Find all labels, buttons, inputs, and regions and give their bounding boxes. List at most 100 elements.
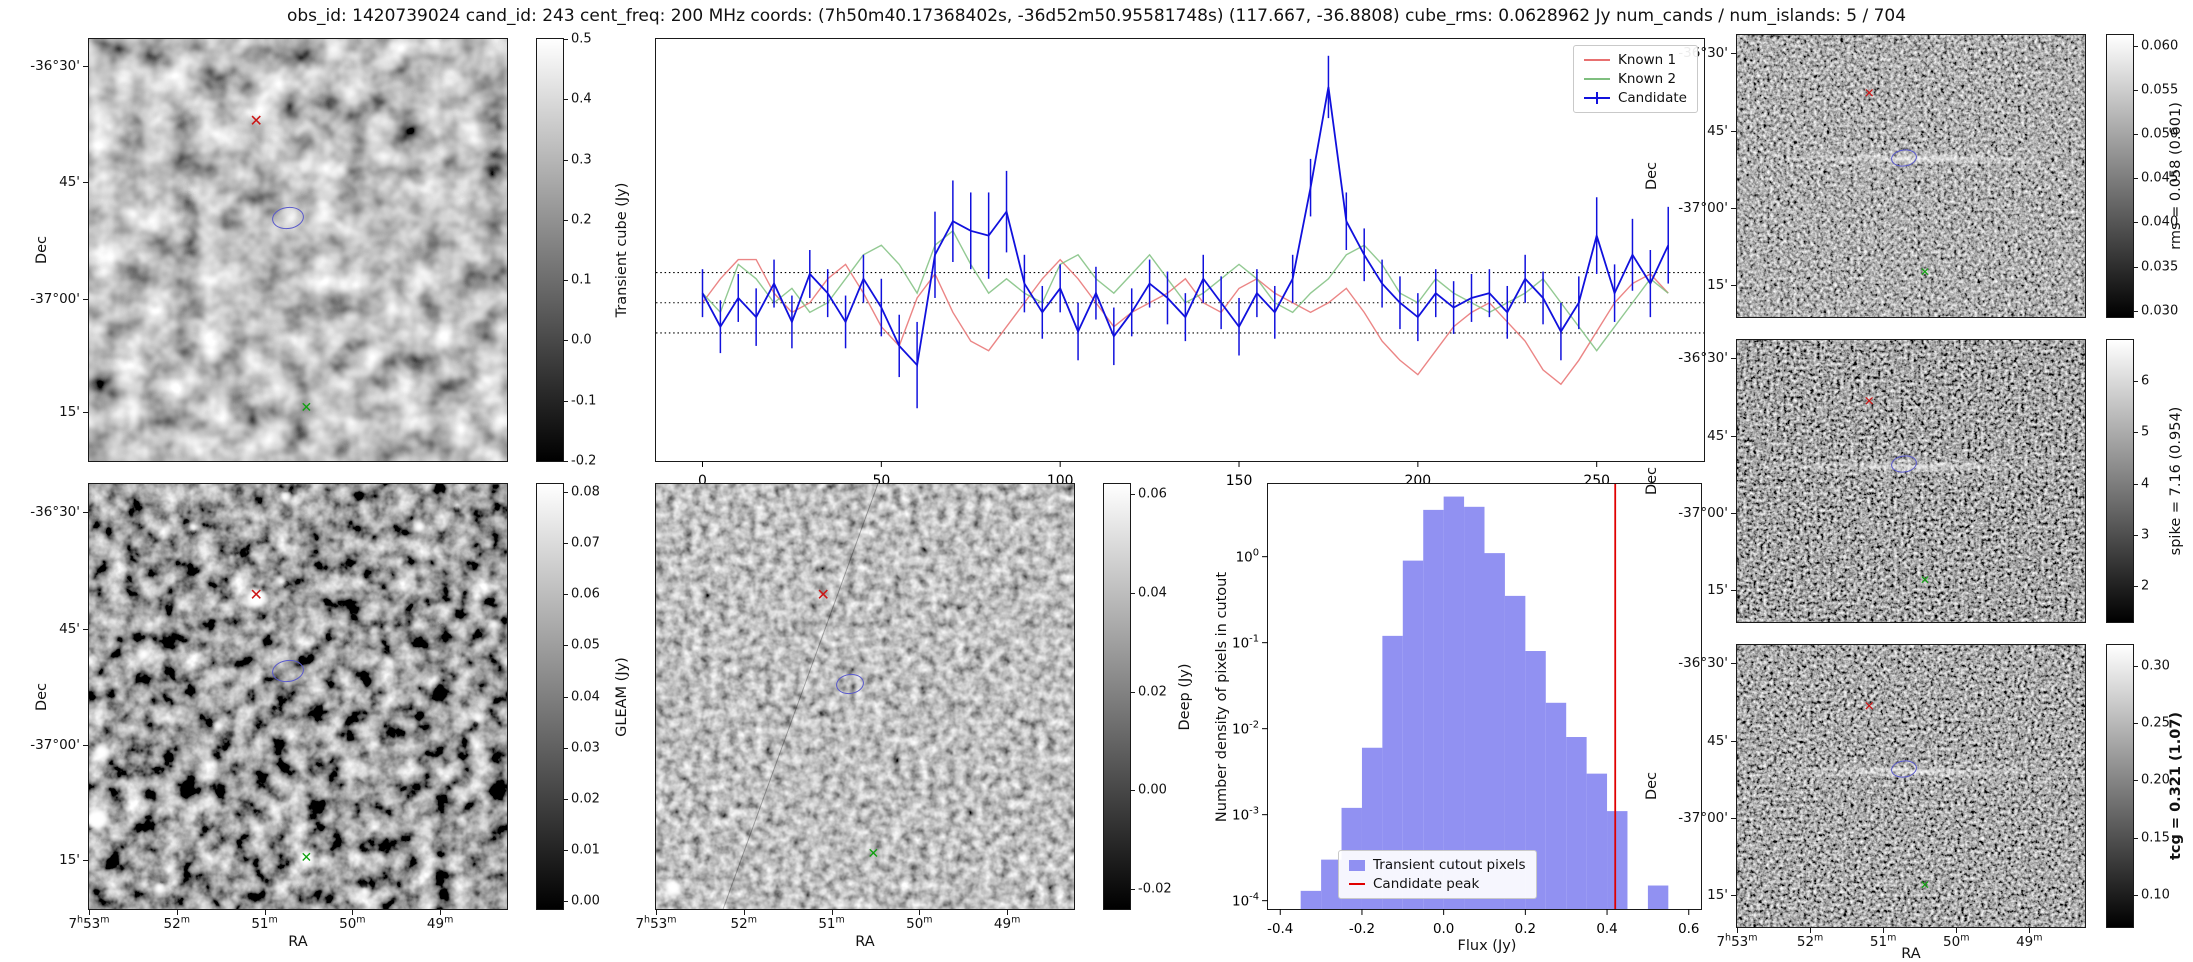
histogram-patch-sample — [1349, 859, 1365, 871]
green-x-marker: ✕ — [1919, 877, 1930, 892]
red-x-marker: ✕ — [249, 584, 263, 604]
histogram-svg: -0.4 -0.2 0.0 0.2 0.4 0.6 100 10-1 10-2 10-3 10-4 — [1232, 484, 1699, 937]
legend-label-known1: Known 1 — [1617, 52, 1677, 68]
dec-tick-mark — [1731, 358, 1737, 360]
dec-tick-label: -36°30' — [1678, 350, 1728, 367]
dec-tick-mark — [1731, 894, 1737, 896]
colorbar-tick-mark — [1130, 691, 1135, 693]
ra-tick-label: 50m — [339, 914, 366, 932]
ra-tick-mark — [89, 909, 90, 915]
dec-tick-mark — [1731, 513, 1737, 515]
dec-axis-label: Dec — [1644, 466, 1660, 496]
y-tick-label: 100 — [1236, 548, 1259, 566]
legend-entry-transient-pixels: Transient cutout pixels — [1349, 857, 1526, 873]
dec-axis-label: Dec — [34, 682, 50, 712]
colorbar-tick-mark — [1130, 790, 1135, 792]
dec-axis-label: Dec — [34, 235, 50, 265]
ra-tick-mark — [743, 909, 745, 915]
dec-tick-label: 15' — [59, 404, 80, 421]
gleam-colorbar-label: GLEAM (Jy) — [614, 657, 630, 737]
colorbar-tick-label: 0.06 — [571, 586, 600, 602]
dec-tick-label: 15' — [1707, 581, 1728, 598]
ra-tick-label: 52m — [730, 914, 757, 932]
colorbar-tick-label: 5 — [2141, 424, 2150, 440]
colorbar-tick-label: 0.01 — [571, 842, 600, 858]
colorbar-tick-label: 0.00 — [571, 893, 600, 909]
dec-tick-label: 15' — [1707, 276, 1728, 293]
spike-cutout: -36°30' 45' -37°00' 15' ✕ ✕ — [1678, 339, 2086, 623]
green-x-marker: ✕ — [1919, 572, 1930, 587]
colorbar-tick-label: 0.30 — [2141, 658, 2170, 674]
colorbar-tick-mark — [563, 850, 568, 852]
colorbar-tick-mark — [563, 219, 568, 221]
colorbar-tick-label: -0.02 — [1138, 881, 1172, 897]
red-x-marker: ✕ — [1863, 86, 1875, 102]
colorbar-tick-mark — [1130, 493, 1135, 495]
y-tick-label: 10-3 — [1232, 806, 1259, 824]
y-tick-label: 10-4 — [1232, 892, 1259, 910]
colorbar-tick-label: 0.02 — [571, 791, 600, 807]
colorbar-tick-mark — [2133, 894, 2138, 896]
deep-noise-image — [656, 484, 1074, 909]
colorbar-tick-mark — [563, 594, 568, 596]
dec-tick-label: -37°00' — [30, 290, 80, 307]
x-tick-label: 0.4 — [1596, 922, 1617, 937]
dec-tick-mark — [1731, 130, 1737, 132]
x-tick-label: 0.6 — [1678, 922, 1699, 937]
colorbar-tick-label: 4 — [2141, 476, 2150, 492]
colorbar-tick-label: 0.25 — [2141, 715, 2170, 731]
x-tick-label: 0 — [698, 473, 707, 489]
dec-tick-label: -37°00' — [30, 737, 80, 754]
dec-tick-label: 15' — [1707, 886, 1728, 903]
legend-label-known2: Known 2 — [1617, 71, 1677, 87]
dec-tick-label: -37°00' — [1678, 200, 1728, 217]
spike-colorbar-label: spike = 7.16 (0.954) — [2168, 406, 2184, 556]
colorbar-tick-mark — [563, 461, 568, 462]
dec-tick-label: 45' — [1707, 732, 1728, 749]
legend-label-candidate: Candidate — [1617, 90, 1687, 106]
tcg-colorbar: 0.30 0.25 0.20 0.15 0.10 — [2106, 644, 2170, 928]
ra-tick-mark — [1810, 927, 1812, 933]
dec-tick-label: 45' — [59, 174, 80, 191]
dec-tick-mark — [1731, 53, 1737, 55]
colorbar-tick-label: 0.050 — [2141, 126, 2179, 142]
colorbar-tick-mark — [1130, 889, 1135, 891]
ra-tick-mark — [264, 909, 266, 915]
legend-entry-known1: Known 1 — [1583, 52, 1687, 68]
colorbar-tick-mark — [2133, 310, 2138, 312]
lightcurve-panel: 0 50 100 150 200 250 Known 1 Known 2 Candidat… — [655, 38, 1705, 489]
candidate-peak-line-sample — [1349, 883, 1365, 885]
dec-tick-mark — [1731, 435, 1737, 437]
dec-tick-label: -37°00' — [1678, 505, 1728, 522]
colorbar-tick-mark — [563, 696, 568, 698]
dec-tick-mark — [83, 182, 89, 184]
candidate-line-sample — [1583, 92, 1610, 104]
deep-cutout: 7h53m 52m 51m 50m 49m ✕ ✕ — [635, 483, 1075, 932]
dec-axis-label: Dec — [1644, 161, 1660, 191]
colorbar-tick-mark — [2133, 89, 2138, 91]
dec-tick-label: -36°30' — [30, 58, 80, 75]
colorbar-tick-label: 0.1 — [571, 272, 592, 288]
colorbar-tick-label: 0.20 — [2141, 772, 2170, 788]
x-tick-label: -0.2 — [1349, 922, 1375, 937]
ra-axis-label: RA — [288, 934, 308, 950]
histogram-legend: Transient cutout pixels Candidate peak — [1338, 850, 1537, 899]
gleam-cutout: -36°30' 45' -37°00' 15' 7h53m 52m 51m 50m 49m ✕ ✕ — [30, 483, 508, 932]
y-tick-label: 10-1 — [1232, 634, 1259, 652]
colorbar-tick-mark — [1130, 592, 1135, 594]
dec-tick-mark — [1731, 663, 1737, 665]
transient-cube-cutout: -36°30' 45' -37°00' 15' ✕ ✕ — [30, 38, 508, 462]
colorbar-tick-mark — [2133, 837, 2138, 839]
transient-colorbar-label: Transient cube (Jy) — [614, 182, 630, 318]
transient-colorbar: 0.5 0.4 0.3 0.2 0.1 0.0 -0.1 -0.2 — [536, 32, 596, 469]
legend-entry-candidate-peak: Candidate peak — [1349, 876, 1526, 892]
ra-tick-mark — [1737, 927, 1738, 933]
colorbar-tick-mark — [563, 747, 568, 749]
x-tick-label: 150 — [1226, 473, 1253, 489]
ra-axis-label: RA — [855, 934, 875, 950]
deep-colorbar-label: Deep (Jy) — [1177, 663, 1193, 731]
known2-line-sample — [1583, 78, 1610, 80]
colorbar-tick-label: -0.1 — [571, 393, 597, 409]
ra-tick-label: 49m — [2016, 932, 2043, 950]
dec-tick-mark — [1731, 208, 1737, 210]
